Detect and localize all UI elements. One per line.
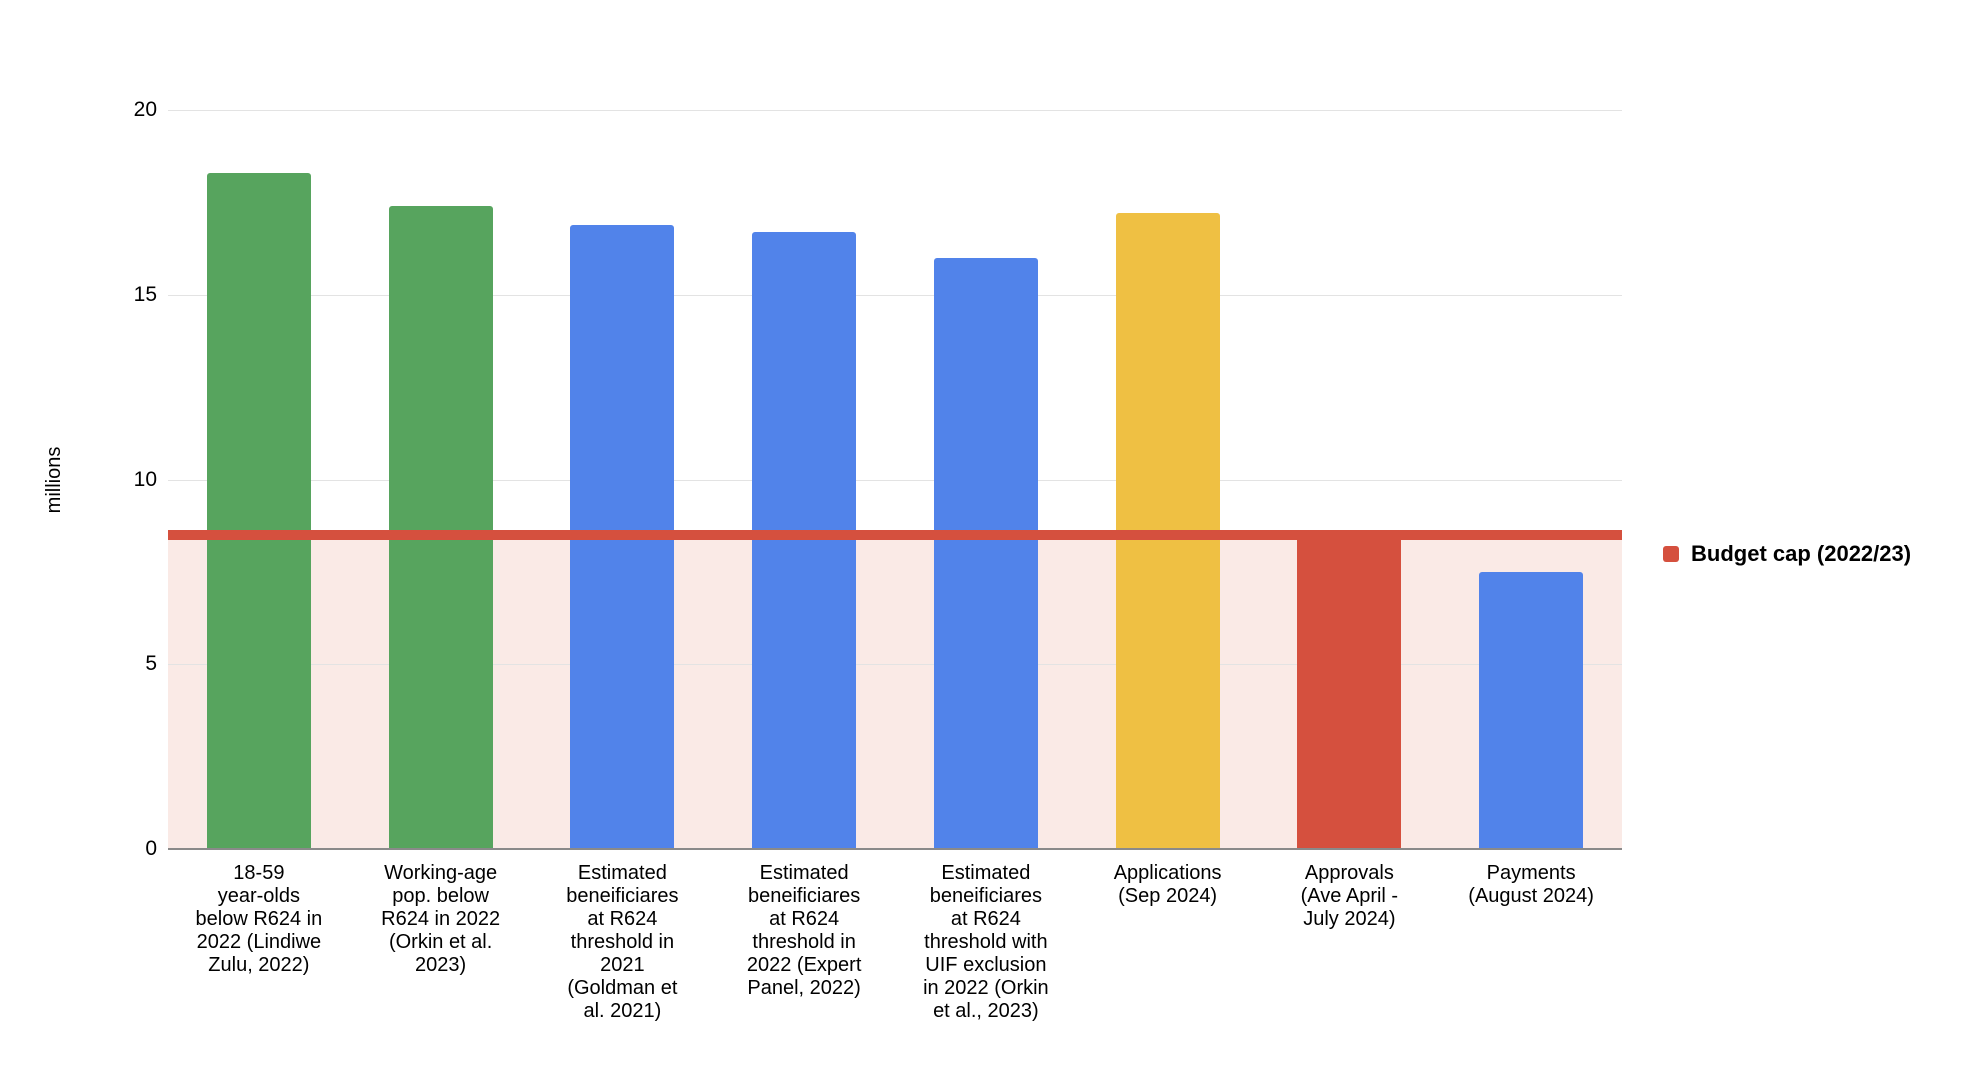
x-category-label: Approvals (Ave April - July 2024) — [1300, 862, 1399, 930]
gridline — [168, 110, 1622, 111]
x-category-label: 18-59 year-olds below R624 in 2022 (Lind… — [195, 862, 323, 976]
budget-shade-region — [168, 534, 1622, 849]
x-category-label: Estimated beneificiares at R624 threshol… — [566, 862, 679, 1022]
x-category-label: Estimated beneificiares at R624 threshol… — [746, 862, 862, 999]
bar-8 — [1479, 571, 1584, 849]
x-category-label: Applications (Sep 2024) — [1113, 862, 1222, 907]
gridline — [168, 664, 1622, 666]
bar-7 — [1297, 531, 1402, 849]
y-tick-label: 10 — [133, 467, 157, 491]
legend-label: Budget cap (2022/23) — [1691, 541, 1912, 566]
x-category-label: Payments (August 2024) — [1468, 862, 1594, 907]
gridline — [168, 479, 1622, 481]
x-category-label: Estimated beneificiares at R624 threshol… — [923, 862, 1049, 1022]
legend-swatch — [1663, 546, 1679, 562]
y-tick-label: 15 — [133, 282, 157, 306]
bar-4 — [752, 231, 857, 849]
gridline — [168, 294, 1622, 296]
y-tick-label: 5 — [145, 652, 157, 676]
y-tick-label: 0 — [145, 837, 157, 860]
budget-cap-line — [168, 529, 1622, 540]
bar-5 — [933, 257, 1038, 849]
bar-1 — [206, 172, 311, 849]
x-category-label: Working-age pop. below R624 in 2022 (Ork… — [381, 862, 501, 976]
x-axis-line — [168, 848, 1622, 850]
y-tick-label: 20 — [133, 98, 157, 121]
bar-2 — [388, 206, 493, 849]
